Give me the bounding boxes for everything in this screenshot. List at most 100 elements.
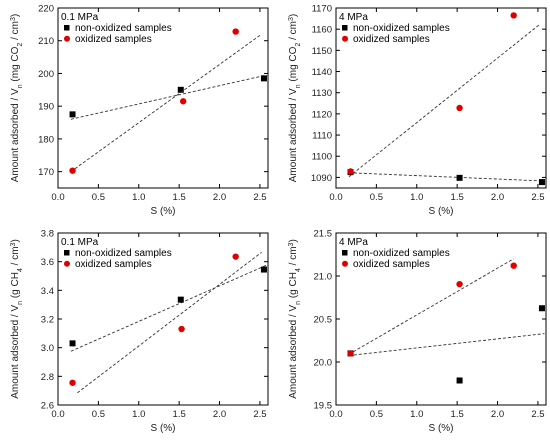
data-point-non-oxidized <box>69 111 76 118</box>
legend-label: non-oxidized samples <box>353 23 450 34</box>
y-tick-label: 3.0 <box>41 343 54 354</box>
x-tick-label: 2.5 <box>253 409 266 420</box>
legend-marker-circle <box>342 35 348 42</box>
fit-line <box>348 258 514 355</box>
x-tick-label: 2.0 <box>213 409 226 420</box>
x-tick-label: 1.0 <box>410 409 423 420</box>
x-tick-label: 1.0 <box>410 192 423 203</box>
data-point-non-oxidized <box>456 174 463 181</box>
data-point-oxidized <box>456 280 463 288</box>
data-point-non-oxidized <box>260 75 267 82</box>
data-point-non-oxidized <box>177 296 184 303</box>
data-point-non-oxidized <box>260 266 267 273</box>
y-tick-label: 1160 <box>312 25 332 36</box>
chart-panel-2: 0.0 0.5 1.0 1.5 2.0 2.5 1090 1100 1110 1120 1130 11… <box>288 4 547 217</box>
legend-label: non-oxidized samples <box>75 248 172 259</box>
x-tick-label: 2.5 <box>253 192 266 203</box>
y-axis-label: Amount adsorbed / Vn (g CH4 / cm3) <box>10 239 24 399</box>
y-tick-label: 220 <box>38 4 54 15</box>
data-point-oxidized <box>178 325 185 333</box>
plot-frame <box>57 7 269 189</box>
x-tick-label: 0.5 <box>370 409 383 420</box>
pressure-annotation: 4 MPa <box>339 237 368 248</box>
x-tick-label: 0.0 <box>51 409 64 420</box>
y-tick-label: 1130 <box>312 88 332 99</box>
y-tick-label: 210 <box>38 36 54 47</box>
y-axis-label: Amount adsorbed / Vn (mg CO2 / cm3) <box>10 14 24 182</box>
data-point-oxidized <box>69 167 76 174</box>
y-tick-label: 3.8 <box>41 229 54 240</box>
x-axis-label: S (%) <box>151 206 176 217</box>
data-point-oxidized <box>69 379 76 386</box>
data-point-non-oxidized <box>538 179 545 186</box>
y-tick-label: 21.0 <box>314 272 333 283</box>
x-tick-label: 0.5 <box>92 409 105 420</box>
y-tick-label: 1150 <box>312 46 332 57</box>
fit-line <box>70 264 267 352</box>
data-point-oxidized <box>179 98 187 105</box>
x-tick-label: 1.0 <box>132 192 145 203</box>
legend-label: oxidized samples <box>75 34 152 45</box>
x-tick-label: 2.0 <box>213 192 226 203</box>
legend-label: oxidized samples <box>353 34 430 45</box>
x-tick-label: 0.0 <box>51 192 64 203</box>
y-tick-label: 1120 <box>312 109 332 120</box>
y-tick-label: 1100 <box>312 152 332 163</box>
legend-label: oxidized samples <box>75 259 152 270</box>
x-tick-label: 1.5 <box>173 192 186 203</box>
legend-marker-circle <box>64 35 70 42</box>
x-tick-label: 2.0 <box>491 409 504 420</box>
y-axis-label: Amount adsorbed / Vn (mg CO2 / cm3) <box>288 14 302 182</box>
data-point-non-oxidized <box>538 305 545 312</box>
x-axis-label: S (%) <box>151 423 176 434</box>
legend-label: non-oxidized samples <box>353 248 450 259</box>
y-axis-label: Amount adsorbed / Vn (g CH4 / cm3) <box>288 239 302 399</box>
legend-marker-circle <box>64 260 70 267</box>
data-point-oxidized <box>510 262 517 269</box>
fit-line <box>77 251 262 394</box>
legend-label: non-oxidized samples <box>75 23 172 34</box>
y-tick-label: 2.6 <box>41 401 54 412</box>
pressure-annotation: 0.1 MPa <box>61 12 99 23</box>
x-tick-label: 1.5 <box>451 192 464 203</box>
legend-marker-square <box>342 25 348 31</box>
legend-marker-circle <box>342 260 348 267</box>
pressure-annotation: 4 MPa <box>339 12 368 23</box>
fit-line <box>348 333 545 356</box>
legend-marker-square <box>342 250 348 256</box>
fit-line <box>70 74 267 120</box>
y-tick-label: 180 <box>38 134 54 145</box>
data-point-oxidized <box>510 12 517 19</box>
x-tick-label: 0.5 <box>92 192 105 203</box>
data-point-oxidized <box>232 28 239 35</box>
y-tick-label: 19.5 <box>314 401 333 412</box>
x-tick-label: 2.5 <box>531 192 544 203</box>
y-tick-label: 20.5 <box>314 315 333 326</box>
x-tick-label: 2.5 <box>531 409 544 420</box>
chart-panel-3: 0.0 0.5 1.0 1.5 2.0 2.5 2.6 2.8 3.0 3.2 3.4 3.6 3.8 S… <box>10 229 269 434</box>
data-point-oxidized <box>347 350 354 357</box>
plot-frame <box>335 7 547 189</box>
pressure-annotation: 0.1 MPa <box>61 237 99 248</box>
x-tick-label: 0.5 <box>370 192 383 203</box>
x-tick-label: 1.0 <box>132 409 145 420</box>
y-tick-label: 21.5 <box>314 229 333 240</box>
x-tick-label: 1.5 <box>451 409 464 420</box>
data-point-oxidized <box>232 253 239 260</box>
data-point-oxidized <box>347 168 354 175</box>
y-tick-label: 1140 <box>312 67 332 78</box>
y-tick-label: 3.6 <box>41 257 54 268</box>
x-tick-label: 0.0 <box>329 192 342 203</box>
x-axis-label: S (%) <box>429 206 454 217</box>
data-point-oxidized <box>456 104 463 112</box>
legend-marker-square <box>64 250 70 256</box>
x-axis-label: S (%) <box>429 423 454 434</box>
chart-panel-1: 0.0 0.5 1.0 1.5 2.0 2.5 170 180 190 200 210 220 S (%… <box>10 4 269 217</box>
y-tick-label: 170 <box>38 167 54 178</box>
y-tick-label: 20.0 <box>314 358 333 369</box>
y-tick-label: 3.2 <box>41 315 54 326</box>
fit-line <box>70 33 262 173</box>
data-point-non-oxidized <box>177 86 184 93</box>
chart-panel-4: 0.0 0.5 1.0 1.5 2.0 2.5 19.5 20.0 20.5 21.0 21.5 S … <box>288 229 547 434</box>
data-point-non-oxidized <box>456 377 463 384</box>
